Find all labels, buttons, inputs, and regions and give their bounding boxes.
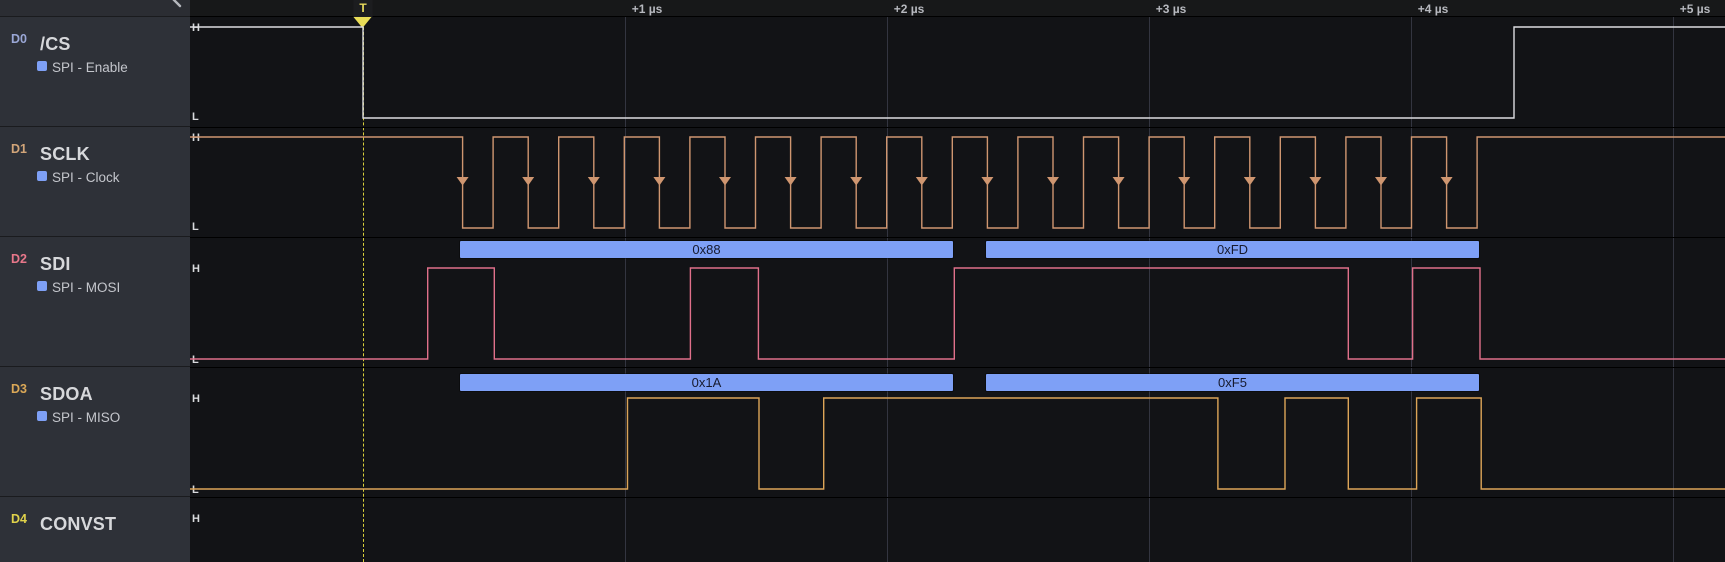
svg-text:H: H bbox=[192, 513, 200, 525]
svg-text:L: L bbox=[192, 111, 199, 123]
svg-text:H: H bbox=[192, 22, 200, 34]
svg-text:H: H bbox=[192, 393, 200, 405]
svg-text:H: H bbox=[192, 263, 200, 275]
svg-text:L: L bbox=[192, 354, 199, 366]
svg-text:L: L bbox=[192, 221, 199, 233]
svg-text:H: H bbox=[192, 132, 200, 144]
svg-text:L: L bbox=[192, 484, 199, 496]
